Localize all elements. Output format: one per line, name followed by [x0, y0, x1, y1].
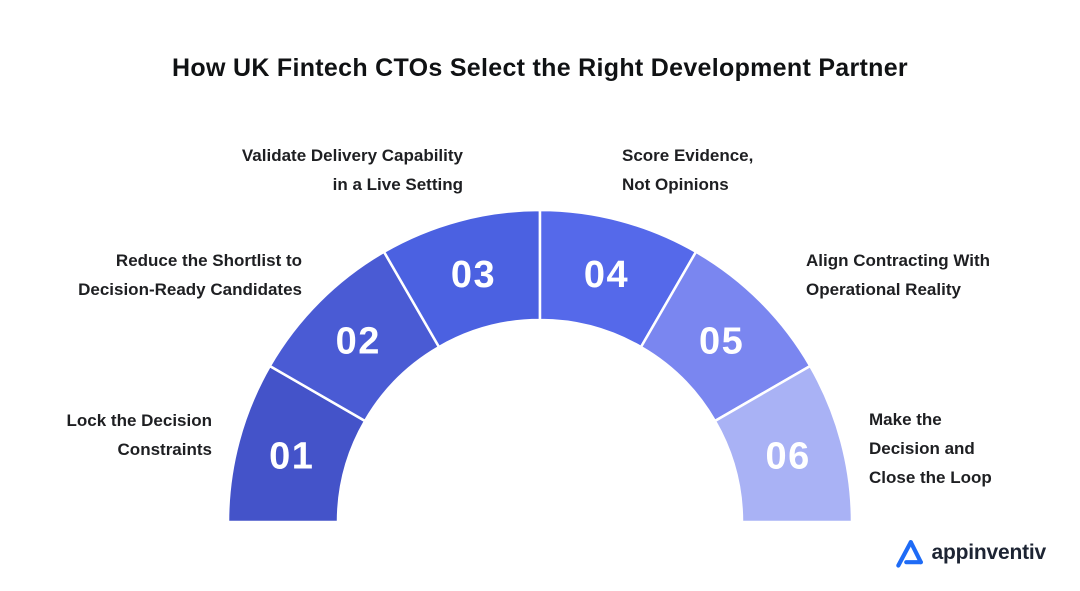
- label-line: Reduce the Shortlist to: [115, 251, 302, 270]
- appinventiv-logo: appinventiv: [895, 537, 1047, 569]
- segment-number-05: 05: [699, 320, 744, 362]
- label-line: Align Contracting With: [806, 251, 990, 270]
- segment-number-03: 03: [451, 254, 496, 296]
- label-line: Validate Delivery Capability: [241, 146, 463, 165]
- label-line: Not Opinions: [622, 175, 729, 194]
- segment-label-02: Reduce the Shortlist to Decision-Ready C…: [78, 246, 302, 304]
- segment-label-01: Lock the Decision Constraints: [67, 406, 212, 464]
- segment-label-03: Validate Delivery Capability in a Live S…: [242, 141, 463, 199]
- label-line: in a Live Setting: [332, 175, 463, 194]
- label-line: Score Evidence,: [622, 146, 754, 165]
- segment-label-06: Make the Decision and Close the Loop: [869, 405, 992, 492]
- segment-number-01: 01: [269, 436, 314, 478]
- appinventiv-logo-icon: [895, 540, 923, 568]
- label-line: Close the Loop: [869, 468, 992, 487]
- segment-number-04: 04: [584, 254, 629, 296]
- page-title: How UK Fintech CTOs Select the Right Dev…: [172, 54, 908, 82]
- label-line: Decision-Ready Candidates: [78, 280, 302, 299]
- appinventiv-logo-text: appinventiv: [931, 541, 1047, 564]
- label-line: Constraints: [117, 440, 212, 459]
- label-line: Operational Reality: [806, 280, 961, 299]
- label-line: Lock the Decision: [66, 411, 212, 430]
- segment-number-02: 02: [336, 320, 381, 362]
- label-line: Decision and: [869, 439, 975, 458]
- segment-label-05: Align Contracting With Operational Reali…: [806, 246, 990, 304]
- segment-06: [713, 364, 854, 524]
- segment-label-04: Score Evidence, Not Opinions: [622, 141, 753, 199]
- segment-number-06: 06: [766, 436, 811, 478]
- label-line: Make the: [869, 410, 942, 429]
